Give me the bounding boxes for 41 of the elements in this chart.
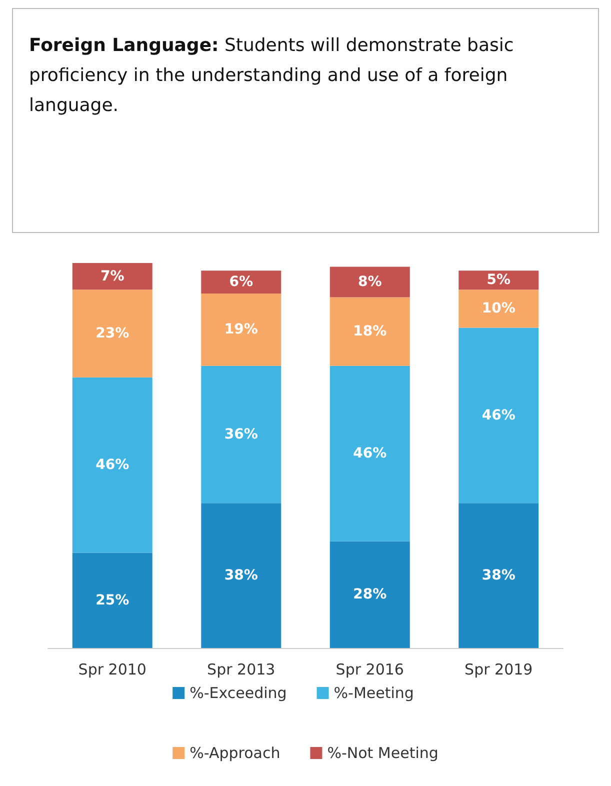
data-label: 5% [486, 272, 511, 288]
bar [330, 366, 410, 542]
bar [458, 503, 539, 648]
bar [201, 270, 282, 294]
chart-title: Foreign Language: Students will demonstrate basic proficiency in the understanding and use of a foreign language. [12, 8, 599, 233]
bar [201, 503, 282, 648]
data-label: 46% [353, 446, 387, 462]
bar [330, 297, 410, 366]
data-label: 23% [96, 326, 130, 342]
data-label: 8% [358, 274, 382, 290]
x-tick-label: Spr 2016 [336, 660, 404, 678]
data-label: 25% [96, 592, 130, 608]
data-label: 7% [100, 268, 124, 284]
bar [458, 290, 539, 328]
bar [201, 366, 282, 504]
bar [72, 290, 152, 378]
data-label: 38% [482, 568, 516, 584]
data-label: 38% [224, 568, 258, 584]
data-label: 6% [229, 274, 254, 290]
bar [72, 377, 152, 553]
data-label: 46% [96, 457, 130, 474]
bar [458, 270, 539, 290]
bar [201, 293, 282, 366]
bar [72, 263, 152, 290]
x-tick-label: Spr 2010 [78, 660, 146, 678]
bar [72, 552, 152, 648]
bar [458, 328, 539, 504]
data-label: 28% [353, 586, 387, 603]
data-label: 46% [482, 407, 516, 424]
x-tick-label: Spr 2019 [464, 660, 533, 678]
data-label: 19% [224, 322, 258, 338]
x-tick-label: Spr 2013 [207, 660, 276, 678]
legend-label: %-Meeting [334, 684, 414, 702]
legend-label: %-Exceeding [190, 684, 287, 702]
bar [330, 541, 410, 648]
bar [330, 266, 410, 298]
data-label: 10% [482, 300, 516, 317]
data-label: 18% [353, 324, 387, 340]
data-label: 36% [224, 426, 258, 443]
legend-label: %-Approach [190, 744, 280, 762]
legend-label: %-Not Meeting [327, 744, 438, 762]
